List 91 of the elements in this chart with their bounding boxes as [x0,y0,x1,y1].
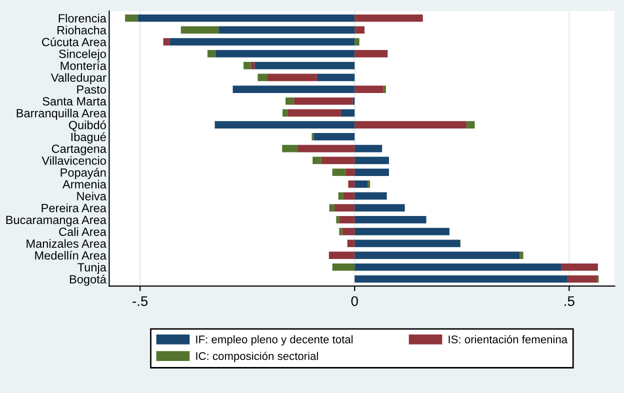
y-tick-label: Pasto [77,85,106,94]
y-tick-label: Santa Marta [42,97,106,106]
bar [338,192,344,200]
legend-label: IS: orientación femenina [448,335,568,344]
bar [336,216,340,224]
bar [354,38,360,46]
y-tick-label: Cartagena [52,144,106,156]
bar [354,263,562,271]
y-tick-label: Sincelejo [59,49,106,60]
bar [216,50,355,58]
bar [340,109,355,117]
bar [354,168,389,176]
bar [339,216,355,224]
bar [214,121,355,129]
bar [294,97,353,105]
bar [287,109,341,117]
x-tick-label: .5 [564,296,574,306]
y-tick-label: Tunja [78,262,106,274]
bar [354,144,382,152]
y-tick-label: Bucaramanga Area [6,216,106,226]
bar [568,275,598,283]
x-tick-label: -.5 [132,296,148,306]
bar [254,62,355,70]
bar [347,240,355,248]
y-tick-label: Bogotá [70,274,106,286]
bar [354,228,450,236]
bar [180,26,219,34]
bar [383,86,386,93]
x-tick-label: 0 [351,296,358,306]
bar [354,204,405,212]
bar [334,204,355,212]
bar [138,14,355,22]
bar [314,133,355,140]
y-tick-label: Popayán [60,168,106,180]
legend-label: IF: empleo pleno y decente total [196,335,353,346]
bar [354,180,368,188]
bar [354,121,467,129]
legend-label: IC: composición sectorial [196,352,318,362]
y-tick-label: Manizales Area [26,239,106,248]
y-tick-label: Quibdó [68,120,106,132]
y-tick-label: Valledupar [50,73,106,84]
bar [354,275,568,283]
y-tick-label: Cúcuta Area [42,37,106,46]
bar [354,14,423,22]
bar [244,62,251,70]
bar [163,38,170,46]
bar [169,38,355,46]
bar [354,156,389,164]
y-tick-label: Montería [60,61,106,70]
bar [345,168,355,176]
bar [232,86,355,93]
bar [348,180,355,188]
y-tick-label: Ibagué [71,132,106,144]
bar [466,121,475,129]
bar [354,50,388,58]
bar [354,192,387,200]
y-tick-label: Cali Area [59,227,106,236]
bar [218,26,355,34]
bar [368,180,370,188]
bar [332,263,355,271]
bar [258,74,268,82]
bar [282,109,288,117]
y-tick-label: Florencia [58,14,106,23]
bar [329,204,334,212]
y-tick-label: Villavicencio [42,156,106,165]
bar [321,156,355,164]
bar [342,228,355,236]
bar [561,263,598,271]
bar [354,240,460,248]
bar [343,192,355,200]
bar [312,156,322,164]
bar [125,14,138,22]
bar [354,216,426,224]
bar [354,252,520,259]
y-tick-label: Barranquilla Area [16,108,106,120]
bar [286,97,294,105]
bar [339,228,342,236]
bar [316,74,355,82]
y-tick-label: Neiva [77,192,106,200]
bar [354,26,364,34]
y-tick-label: Pereira Area [42,204,106,212]
y-tick-label: Riohacha [58,26,106,34]
bar [207,50,216,58]
bar [354,86,384,93]
y-tick-label: Armenia [62,180,106,189]
bar [298,144,355,152]
bar [268,74,317,82]
bar [282,144,298,152]
bar [328,252,355,259]
y-tick-label: Medellín Area [35,250,106,260]
bar [332,168,346,176]
